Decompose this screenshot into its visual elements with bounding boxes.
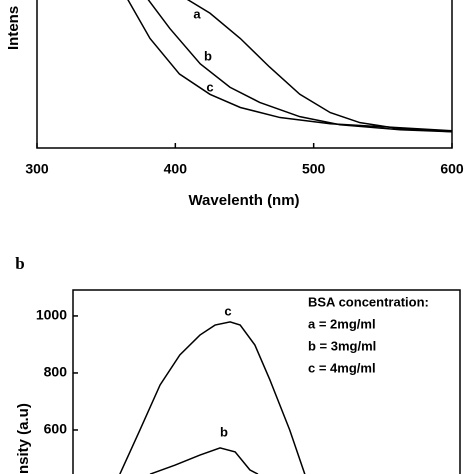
legend-item: a = 2mg/ml	[308, 316, 376, 331]
panel-label: b	[15, 254, 24, 273]
data-line	[149, 447, 259, 474]
curve-label: c	[206, 79, 213, 94]
curve-label: a	[193, 6, 201, 21]
curve-label: b	[220, 424, 228, 439]
y-tick-label: 1000	[36, 307, 67, 323]
y-axis-label: nsity (a.u)	[15, 403, 32, 474]
y-tick-label: 800	[44, 364, 68, 380]
legend-item: b = 3mg/ml	[308, 338, 376, 353]
plot-frame	[72, 289, 461, 474]
data-line	[147, 0, 453, 133]
curve-label: b	[204, 48, 212, 63]
x-tick-label: 400	[164, 161, 188, 177]
data-line	[127, 0, 453, 132]
legend-item: c = 4mg/ml	[308, 360, 376, 375]
data-line	[186, 0, 453, 133]
data-line	[119, 321, 306, 474]
curve-label: c	[224, 303, 231, 318]
plot-frame	[36, 0, 453, 149]
y-tick-label: 600	[44, 421, 68, 437]
x-tick-label: 300	[25, 161, 49, 177]
x-tick-label: 500	[302, 161, 326, 177]
x-tick-label: 600	[440, 161, 464, 177]
y-axis-label: Intens	[5, 6, 22, 50]
x-axis-label: Wavelenth (nm)	[188, 192, 299, 209]
legend-title: BSA concentration:	[308, 294, 429, 309]
